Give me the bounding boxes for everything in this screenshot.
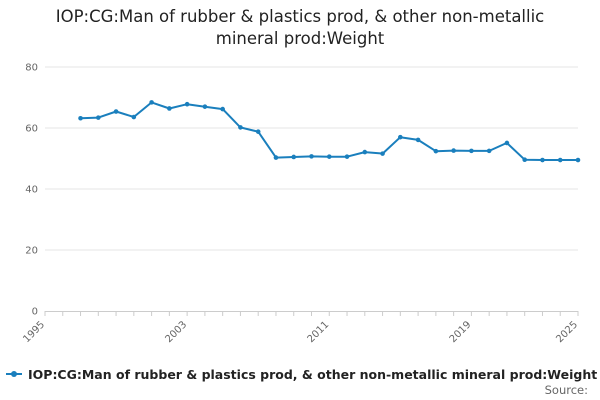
legend-swatch [6,369,22,379]
data-point[interactable] [78,115,83,121]
chart-title: IOP:CG:Man of rubber & plastics prod, & … [55,7,545,48]
y-tick-label: 20 [25,246,38,257]
y-tick-label: 0 [32,307,38,318]
data-point[interactable] [309,154,314,159]
data-point[interactable] [504,140,510,146]
source-label: Source: [544,383,588,397]
data-point[interactable] [255,129,261,134]
x-tick-label: 2011 [306,319,332,345]
data-point[interactable] [575,157,581,163]
y-tick-label: 40 [25,185,38,196]
x-tick-label: 2019 [448,319,474,345]
data-point[interactable] [96,115,101,120]
data-point[interactable] [540,157,545,163]
data-point[interactable] [131,114,137,120]
x-tick-label: 1995 [21,319,47,345]
data-point[interactable] [220,106,225,112]
data-point[interactable] [557,157,563,163]
series-layer [78,100,581,163]
data-point[interactable] [238,125,243,130]
axes: 0 20 40 60 80 1995 2003 2011 2019 2025 [21,63,580,346]
data-point[interactable] [113,109,119,114]
data-point[interactable] [326,154,332,159]
data-point[interactable] [291,154,297,160]
legend-label: IOP:CG:Man of rubber & plastics prod, & … [28,366,598,382]
grid-lines [45,66,578,251]
data-point[interactable] [149,100,154,105]
data-point[interactable] [433,148,439,154]
data-point[interactable] [184,101,190,107]
data-point[interactable] [273,155,279,160]
data-point[interactable] [522,157,527,163]
legend[interactable]: IOP:CG:Man of rubber & plastics prod, & … [6,365,597,383]
y-tick-label: 60 [25,124,38,135]
data-point[interactable] [451,148,456,153]
y-tick-label: 80 [25,63,38,74]
data-point[interactable] [486,148,492,154]
data-point[interactable] [362,149,368,155]
data-point[interactable] [202,104,208,109]
data-point[interactable] [344,154,350,159]
x-tick-label: 2025 [554,319,580,345]
data-point[interactable] [415,137,421,143]
series-line [80,101,578,161]
data-point[interactable] [380,151,385,156]
data-point[interactable] [167,106,172,111]
data-point[interactable] [469,148,474,154]
data-point[interactable] [398,134,403,140]
x-tick-label: 2003 [163,319,189,345]
